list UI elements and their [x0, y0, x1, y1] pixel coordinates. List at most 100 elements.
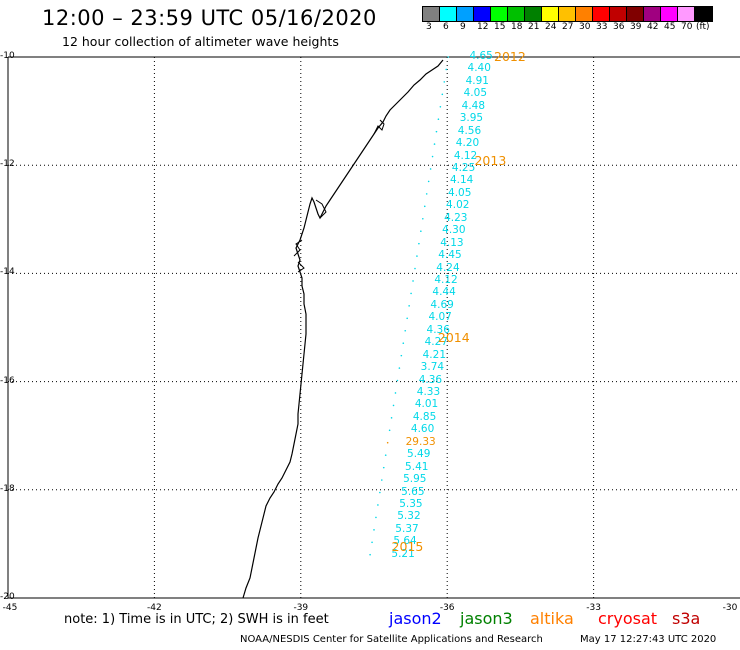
- latitude-tick-label: -16: [0, 375, 15, 386]
- colorbar-label: 6: [443, 22, 449, 32]
- colorbar-swatch: [695, 7, 712, 21]
- track-point: [390, 417, 393, 419]
- wave-height-value: 4.02: [446, 199, 470, 212]
- track-point: [435, 130, 438, 133]
- track-point: [404, 329, 407, 332]
- wave-height-value: 4.69: [430, 298, 454, 311]
- wave-height-value: 4.20: [455, 137, 480, 150]
- track-point: [375, 516, 377, 519]
- colorbar-swatch: [474, 7, 491, 21]
- wave-height-value: 4.48: [461, 99, 486, 112]
- track-point: [408, 305, 410, 307]
- wave-height-value: 4.05: [448, 186, 472, 199]
- track-point: [396, 379, 399, 382]
- satellite-cryosat: cryosat: [598, 609, 658, 628]
- track-point: [427, 180, 430, 183]
- wave-height-value: 5.49: [407, 448, 431, 461]
- altimeter-track: [369, 56, 449, 556]
- latitude-tick-label: -12: [0, 159, 15, 170]
- track-point: [379, 491, 381, 494]
- track-point: [441, 93, 444, 96]
- wave-height-value: 4.13: [440, 236, 464, 249]
- wave-height-value: 4.44: [432, 286, 456, 299]
- wave-height-value: 4.24: [436, 261, 460, 274]
- colorbar-label: 21: [528, 22, 540, 32]
- longitude-tick-label: -33: [586, 603, 601, 613]
- wave-height-value: 5.37: [395, 522, 419, 535]
- wave-height-value: 4.12: [434, 273, 458, 286]
- latitude-tick-label: -20: [0, 592, 15, 602]
- track-point: [382, 466, 385, 469]
- track-point: [406, 317, 408, 320]
- colorbar-swatch: [610, 7, 627, 21]
- wave-height-value: 4.21: [422, 348, 447, 361]
- generated-timestamp: May 17 12:27:43 UTC 2020: [580, 634, 717, 645]
- year-label: 2013: [474, 152, 507, 168]
- track-point: [386, 441, 389, 444]
- longitude-tick-label: -45: [2, 603, 18, 613]
- track-point: [398, 367, 401, 369]
- colorbar-swatch: [576, 7, 593, 21]
- colorbar-swatch: [525, 7, 542, 21]
- track-point: [394, 392, 397, 394]
- track-point: [412, 280, 414, 282]
- track-point: [429, 168, 432, 170]
- footer-note: note: 1) Time is in UTC; 2) SWH is in fe…: [64, 612, 329, 627]
- track-point: [402, 342, 405, 344]
- wave-height-value: 4.65: [469, 50, 493, 62]
- wave-height-value: 3.95: [459, 112, 484, 125]
- colorbar-swatch: [423, 7, 440, 21]
- track-point: [439, 105, 442, 108]
- wave-height-value: 5.41: [405, 460, 429, 473]
- wave-height-value: 5.32: [397, 510, 421, 523]
- colorbar-swatch: [440, 7, 457, 21]
- track-point: [418, 242, 420, 245]
- wave-height-value: 5.35: [399, 497, 423, 510]
- colorbar-label: 24: [545, 22, 557, 32]
- track-point: [433, 143, 436, 145]
- map-title: 12:00 – 23:59 UTC 05/16/2020: [42, 6, 377, 30]
- wave-height-value: 4.36: [426, 323, 450, 336]
- credit-text: NOAA/NESDIS Center for Satellite Applica…: [240, 634, 543, 645]
- satellite-jason3: jason3: [460, 609, 513, 628]
- longitude-tick-label: -42: [147, 603, 162, 613]
- graticule: [8, 57, 740, 598]
- colorbar-swatch: [542, 7, 559, 21]
- colorbar-swatch: [678, 7, 695, 21]
- colorbar-label: 45: [664, 22, 676, 32]
- latitude-tick-label: -18: [0, 483, 15, 494]
- wave-height-value: 3.74: [420, 361, 445, 374]
- year-label: 2012: [494, 49, 526, 64]
- track-point: [425, 193, 428, 195]
- wave-height-value: 4.85: [412, 410, 437, 423]
- wave-height-value: 4.30: [442, 224, 466, 237]
- colorbar-label: 15: [494, 22, 506, 32]
- colorbar-label: 27: [562, 22, 574, 32]
- wave-height-value: 5.64: [393, 535, 417, 548]
- longitude-tick-label: -36: [439, 603, 455, 613]
- colorbar-label: 18: [511, 22, 523, 32]
- colorbar-swatch: [457, 7, 474, 21]
- wave-height-value: 4.45: [438, 249, 462, 262]
- wave-height-value: 5.65: [401, 485, 425, 498]
- wave-height-value: 4.27: [424, 336, 448, 349]
- track-point: [437, 118, 440, 121]
- colorbar-swatch: [627, 7, 644, 21]
- track-point: [377, 504, 379, 506]
- track-point: [414, 267, 416, 270]
- coastline: [242, 59, 444, 599]
- bay-feature: [293, 119, 385, 273]
- wave-height-value: 4.07: [428, 311, 452, 324]
- year-label: 2014: [437, 329, 470, 345]
- wave-height-value: 4.14: [449, 174, 474, 187]
- wave-height-value: 4.40: [467, 62, 491, 75]
- latitude-tick-label: -10: [0, 51, 15, 61]
- track-point: [445, 68, 448, 71]
- satellite-jason2: jason2: [389, 609, 442, 628]
- wave-height-value: 4.25: [451, 161, 476, 174]
- colorbar-label: 12: [477, 22, 489, 32]
- track-point: [384, 454, 387, 456]
- track-point: [388, 429, 391, 432]
- longitude-tick-label: -30: [722, 603, 738, 613]
